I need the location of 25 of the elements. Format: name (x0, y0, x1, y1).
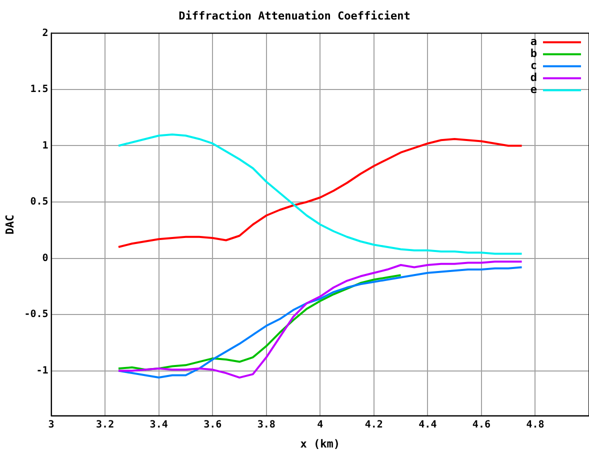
y-tick-label: -0.5 (24, 309, 48, 320)
x-tick-label: 3.2 (96, 419, 114, 430)
x-axis-title: x (km) (300, 437, 340, 450)
x-tick-label: 4.6 (472, 419, 490, 430)
x-tick-label: 3 (48, 419, 54, 430)
x-tick-label: 4 (317, 419, 324, 430)
legend-label: b (530, 47, 538, 60)
y-axis-title: DAC (3, 214, 16, 234)
x-tick-label: 3.4 (150, 419, 168, 430)
y-tick-label: -1 (36, 365, 48, 376)
x-tick-label: 3.6 (204, 419, 222, 430)
legend-label: a (530, 35, 537, 48)
legend-label: d (530, 71, 537, 84)
chart-title: Diffraction Attenuation Coefficient (178, 9, 410, 22)
y-tick-label: 0.5 (30, 196, 48, 208)
y-tick-label: 1.5 (30, 84, 48, 96)
x-tick-label: 4.2 (364, 419, 383, 430)
y-tick-label: 2 (42, 28, 48, 39)
x-tick-label: 4.4 (418, 419, 437, 430)
y-tick-label: 0 (42, 252, 48, 264)
y-tick-label: 1 (42, 140, 48, 152)
legend-label: e (530, 83, 538, 96)
x-tick-label: 4.8 (526, 419, 544, 430)
legend-label: c (530, 59, 537, 72)
x-tick-label: 3.8 (257, 419, 276, 430)
